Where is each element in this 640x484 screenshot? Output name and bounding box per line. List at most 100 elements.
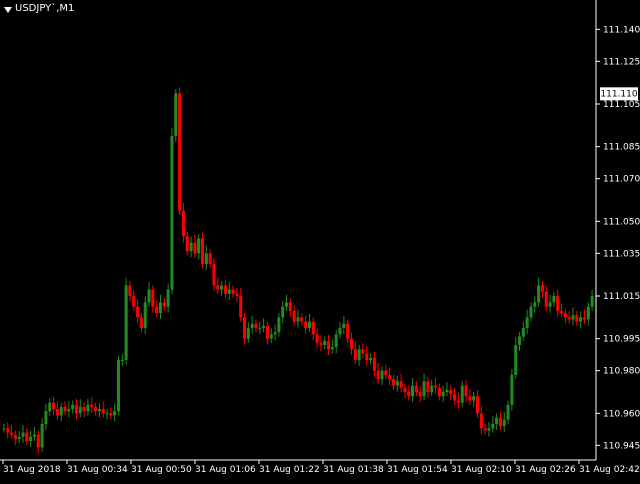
bull-candle [97, 409, 101, 412]
bear-candle [418, 392, 422, 397]
bear-candle [483, 428, 487, 431]
time-tick-label: 31 Aug 01:54 [387, 465, 448, 475]
bull-candle [323, 340, 327, 346]
bull-candle [590, 296, 594, 307]
price-tick-label: 111.035 [603, 249, 640, 259]
bear-candle [178, 93, 182, 211]
bull-candle [334, 334, 338, 348]
time-tick-label: 31 Aug 01:22 [259, 465, 320, 475]
bear-candle [216, 285, 220, 290]
bear-candle [468, 396, 472, 401]
bear-candle [319, 342, 323, 346]
bear-candle [346, 323, 350, 339]
bull-candle [430, 385, 434, 392]
bull-candle [78, 406, 82, 414]
price-tick-label: 110.995 [603, 335, 640, 345]
bull-candle [189, 242, 193, 252]
bull-candle [250, 323, 254, 328]
bull-candle [502, 419, 506, 427]
bear-candle [304, 321, 308, 328]
bull-candle [330, 347, 334, 350]
bear-candle [231, 289, 235, 294]
bear-candle [208, 253, 212, 264]
current-price-marker: 111.110 [600, 87, 638, 101]
bear-candle [498, 417, 502, 427]
bear-candle [464, 385, 468, 397]
bull-candle [506, 404, 510, 420]
bull-candle [32, 434, 36, 437]
bull-candle [170, 136, 174, 290]
bear-candle [128, 285, 132, 296]
bear-candle [582, 317, 586, 320]
bear-candle [540, 285, 544, 292]
bear-candle [55, 409, 59, 416]
bear-candle [327, 340, 331, 350]
bull-candle [40, 424, 44, 448]
bear-candle [193, 242, 197, 254]
bear-candle [151, 289, 155, 307]
triangle-down-icon[interactable] [4, 6, 12, 13]
bear-candle [361, 349, 365, 354]
bull-candle [174, 93, 178, 136]
bear-candle [139, 317, 143, 328]
bull-candle [258, 328, 262, 329]
bear-candle [6, 428, 10, 433]
bear-candle [239, 296, 243, 318]
bear-candle [109, 413, 113, 416]
bear-candle [132, 296, 136, 307]
time-axis: 31 Aug 2018 31 Aug 00:34 31 Aug 00:50 31 Au… [2, 460, 640, 475]
bull-candle [281, 306, 285, 318]
bear-candle [136, 306, 140, 318]
bull-candle [285, 302, 289, 307]
bull-candle [277, 317, 281, 333]
bear-candle [384, 370, 388, 375]
bull-candle [445, 389, 449, 392]
bull-candle [517, 336, 522, 346]
bull-candle [411, 385, 415, 397]
bear-candle [162, 302, 166, 307]
bull-candle [342, 323, 346, 328]
current-price-box [600, 87, 638, 101]
bull-candle [487, 428, 491, 431]
bull-candle [197, 238, 201, 254]
bear-candle [315, 334, 319, 343]
symbol-dropdown[interactable]: USDJPY`,M1 [4, 3, 74, 15]
bull-candle [2, 428, 6, 430]
bear-candle [556, 296, 560, 311]
bull-candle [124, 285, 128, 360]
bull-candle [204, 253, 208, 264]
price-tick-label: 111.085 [603, 143, 640, 153]
bear-candle [567, 317, 571, 320]
bull-candle [514, 345, 518, 375]
bull-candle [579, 317, 583, 322]
bear-candle [254, 323, 258, 328]
bear-candle [235, 293, 239, 296]
bull-candle [525, 317, 529, 328]
bear-candle [212, 264, 216, 286]
time-tick-label: 31 Aug 2018 [3, 465, 61, 475]
bull-candle [246, 328, 250, 339]
bear-candle [181, 210, 185, 237]
current-price-label: 111.110 [600, 89, 637, 99]
bull-candle [71, 404, 75, 410]
bull-candle [86, 404, 90, 412]
bull-candle [262, 325, 266, 328]
bull-candle [48, 402, 52, 412]
price-tick-label: 111.015 [603, 292, 640, 302]
bull-candle [307, 321, 311, 328]
bull-candle [21, 432, 25, 437]
price-tick-label: 111.140 [603, 25, 640, 35]
bear-candle [453, 394, 457, 401]
bull-candle [17, 436, 21, 439]
bear-candle [74, 404, 79, 414]
price-axis: 111.140 111.125 111.105 111.085 111.070 111.0… [596, 25, 640, 451]
bull-candle [571, 315, 575, 320]
bull-candle [105, 413, 109, 415]
bull-candle [44, 411, 48, 424]
time-tick-label: 31 Aug 01:06 [195, 465, 256, 475]
bear-candle [288, 302, 292, 311]
time-tick-label: 31 Aug 02:26 [515, 465, 576, 475]
bull-candle [273, 332, 277, 335]
